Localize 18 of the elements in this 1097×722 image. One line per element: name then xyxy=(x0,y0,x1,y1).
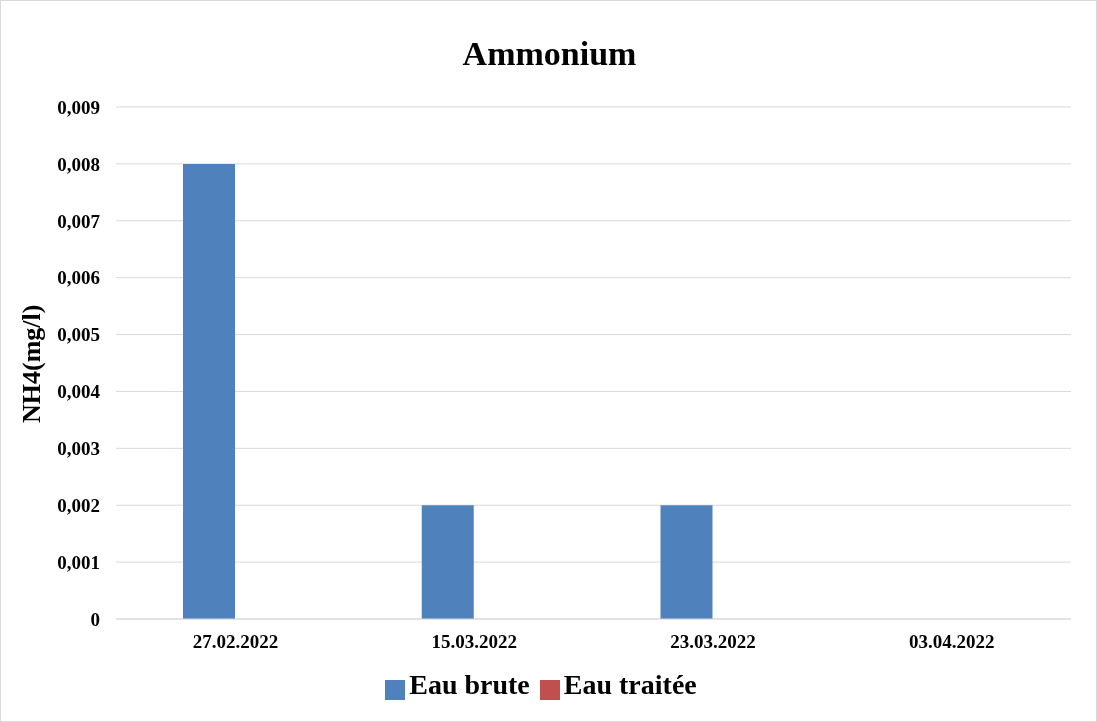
y-tick-label: 0,007 xyxy=(57,210,101,232)
x-tick-label: 15.03.2022 xyxy=(431,631,517,653)
y-tick-label: 0,002 xyxy=(57,494,100,516)
y-tick-label: 0,003 xyxy=(57,438,100,460)
y-tick-label: 0,005 xyxy=(57,324,100,346)
y-tick-label: 0,001 xyxy=(57,551,100,573)
x-tick-label: 03.04.2022 xyxy=(908,631,995,653)
x-tick-label: 27.02.2022 xyxy=(192,631,279,653)
y-tick-label: 0,004 xyxy=(57,381,101,403)
y-tick-label: 0,008 xyxy=(57,153,100,175)
y-tick-label: 0 xyxy=(90,608,100,630)
y-tick-label: 0,009 xyxy=(57,96,100,118)
x-tick-label: 23.03.2022 xyxy=(670,631,756,653)
legend-label: Eau traitée xyxy=(563,669,697,700)
y-axis-title: NH4(mg/l) xyxy=(17,304,47,423)
chart-title: Ammonium xyxy=(461,35,638,73)
y-tick-label: 0,006 xyxy=(57,267,100,289)
legend-label: Eau brute xyxy=(409,669,530,700)
